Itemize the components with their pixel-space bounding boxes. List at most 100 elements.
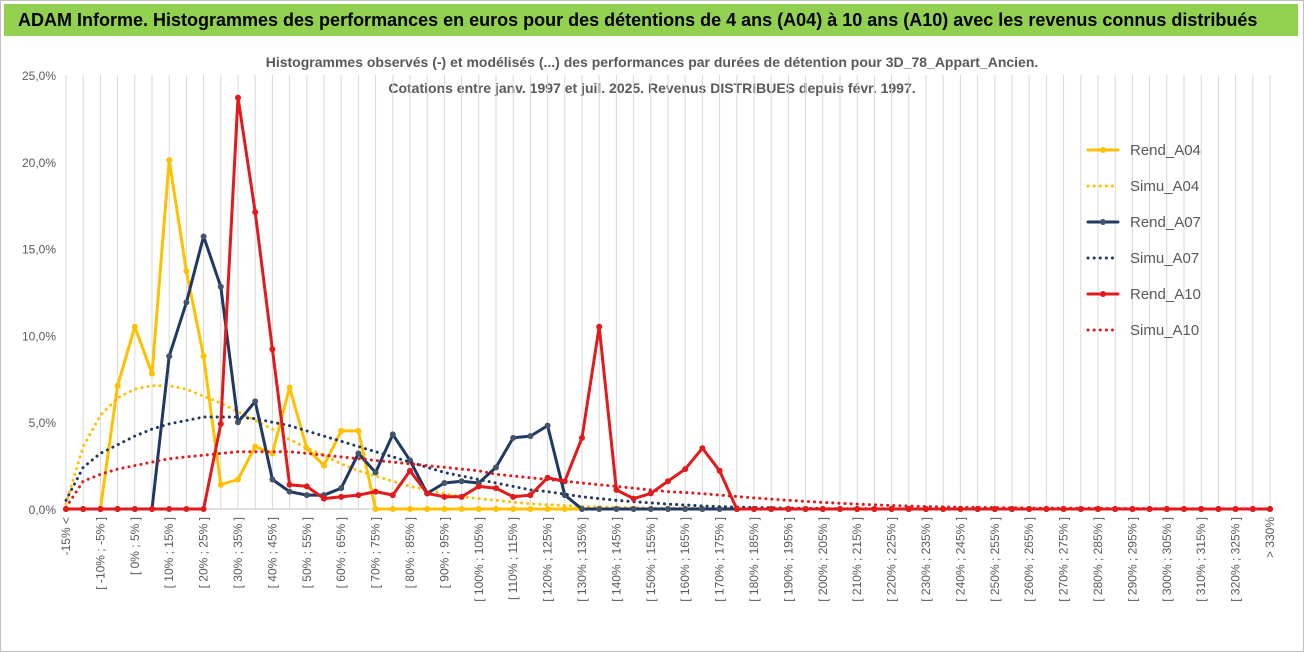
x-tick-label: > 330% — [1263, 517, 1277, 558]
data-point-rend-a07 — [217, 283, 224, 290]
x-tick-label: [ 170% ; 175% ] — [713, 517, 727, 602]
y-tick-label: 25,0% — [22, 69, 56, 83]
data-point-rend-a04 — [338, 427, 345, 434]
data-point-rend-a10 — [338, 493, 345, 500]
data-point-rend-a04 — [561, 506, 568, 512]
data-point-rend-a10 — [97, 506, 104, 512]
data-point-rend-a07 — [355, 450, 362, 457]
y-tick-label: 0,0% — [29, 503, 57, 517]
legend-item-simu-a04: Simu_A04 — [1086, 178, 1199, 195]
series-layer — [63, 94, 1273, 512]
x-tick-label: [ 30% ; 35% ] — [231, 517, 245, 588]
data-point-rend-a10 — [217, 420, 224, 427]
legend-marker-rend-a10 — [1100, 291, 1106, 297]
legend-label-rend-a04: Rend_A04 — [1130, 142, 1201, 159]
data-point-rend-a07 — [510, 434, 517, 441]
data-point-rend-a04 — [493, 506, 499, 512]
data-point-rend-a07 — [235, 419, 241, 426]
data-point-rend-a07 — [303, 492, 310, 499]
x-tick-label: [ 150% ; 155% ] — [644, 517, 658, 602]
data-point-rend-a07 — [665, 506, 671, 512]
data-point-rend-a10 — [458, 493, 465, 500]
data-point-rend-a10 — [647, 490, 654, 497]
x-tick-label: [ 310% ; 315% ] — [1194, 517, 1208, 602]
data-point-rend-a07 — [527, 433, 534, 440]
data-point-rend-a10 — [1267, 506, 1273, 512]
x-tick-label: [ 260% ; 265% ] — [1022, 517, 1036, 602]
data-point-rend-a04 — [458, 506, 465, 512]
data-point-rend-a10 — [871, 506, 878, 512]
data-point-rend-a10 — [389, 492, 396, 499]
report-title: ADAM Informe. Histogrammes des performan… — [18, 10, 1258, 30]
x-tick-label: [ 100% ; 105% ] — [472, 517, 486, 602]
data-point-rend-a07 — [441, 479, 448, 486]
data-point-rend-a07 — [372, 469, 379, 476]
x-tick-label: [ -10% ; -5% ] — [93, 517, 107, 590]
chart-subtitle-line-2: Cotations entre janv. 1997 et juil. 2025… — [388, 80, 916, 96]
x-tick-label: [ 240% ; 245% ] — [953, 517, 967, 602]
y-axis: 0,0% 5,0% 10,0% 15,0% 20,0% 25,0% — [22, 69, 56, 517]
y-tick-label: 10,0% — [22, 329, 56, 343]
data-point-rend-a07 — [286, 488, 293, 495]
legend-marker-rend-a04 — [1100, 147, 1106, 153]
chart-subtitle-line-1: Histogrammes observés (-) et modélisés (… — [265, 54, 1039, 70]
data-point-rend-a10 — [527, 492, 534, 499]
data-point-rend-a10 — [131, 506, 138, 512]
data-point-rend-a07 — [647, 506, 654, 512]
data-point-rend-a10 — [682, 466, 689, 473]
x-tick-label: [ 0% ; 5% ] — [128, 517, 142, 575]
x-tick-label: [ 320% ; 325% ] — [1229, 517, 1243, 602]
data-point-rend-a10 — [751, 506, 757, 512]
data-point-rend-a07 — [544, 422, 551, 429]
data-point-rend-a07 — [269, 476, 276, 483]
data-point-rend-a10 — [1181, 506, 1187, 512]
x-tick-label: [ 90% ; 95% ] — [437, 517, 451, 588]
legend: Rend_A04 Simu_A04 Rend_A07 Simu_A07 Rend_A10… — [1086, 142, 1201, 339]
data-point-rend-a04 — [372, 506, 379, 512]
legend-item-simu-a10: Simu_A10 — [1086, 322, 1199, 339]
data-point-rend-a10 — [613, 486, 620, 493]
data-point-rend-a10 — [269, 346, 276, 353]
x-tick-label: [ 50% ; 55% ] — [300, 517, 314, 588]
x-tick-label: [ 60% ; 65% ] — [334, 517, 348, 588]
x-tick-label: [ 140% ; 145% ] — [609, 517, 623, 602]
data-point-rend-a10 — [303, 483, 310, 490]
x-tick-label: [ 160% ; 165% ] — [678, 517, 692, 602]
data-point-rend-a04 — [235, 476, 241, 483]
legend-label-rend-a07: Rend_A07 — [1130, 214, 1201, 231]
data-point-rend-a07 — [493, 464, 499, 471]
data-point-rend-a07 — [183, 299, 190, 306]
legend-marker-rend-a07 — [1100, 219, 1106, 225]
data-point-rend-a10 — [493, 485, 499, 492]
data-point-rend-a10 — [149, 506, 155, 512]
data-point-rend-a04 — [166, 157, 173, 164]
x-tick-label: [ 250% ; 255% ] — [988, 517, 1002, 602]
data-point-rend-a07 — [699, 506, 706, 512]
x-tick-label: [ 70% ; 75% ] — [369, 517, 383, 588]
x-tick-label: [ 80% ; 85% ] — [403, 517, 417, 588]
data-point-rend-a10 — [802, 506, 809, 512]
series-line-simu-a10 — [64, 450, 1272, 511]
data-point-rend-a10 — [235, 94, 241, 101]
data-point-rend-a10 — [424, 490, 431, 497]
data-point-rend-a04 — [321, 462, 327, 469]
data-point-rend-a07 — [579, 506, 585, 512]
data-point-rend-a07 — [630, 506, 637, 512]
data-point-rend-a10 — [372, 488, 379, 495]
data-point-rend-a04 — [200, 353, 207, 360]
x-tick-label: [ 180% ; 185% ] — [747, 517, 761, 602]
data-point-rend-a04 — [441, 506, 448, 512]
x-tick-label: [ 40% ; 45% ] — [265, 517, 279, 588]
series-line-simu-a07 — [64, 415, 1272, 511]
data-point-rend-a10 — [1198, 506, 1205, 512]
data-point-rend-a04 — [544, 506, 551, 512]
x-tick-label: [ 210% ; 215% ] — [850, 517, 864, 602]
data-point-rend-a04 — [510, 506, 517, 512]
legend-label-simu-a07: Simu_A07 — [1130, 250, 1199, 267]
x-tick-label: [ 220% ; 225% ] — [885, 517, 899, 602]
data-point-rend-a10 — [286, 481, 293, 488]
data-point-rend-a10 — [579, 434, 585, 441]
x-tick-label: [ 20% ; 25% ] — [197, 517, 211, 588]
data-point-rend-a04 — [149, 370, 155, 377]
data-point-rend-a04 — [355, 427, 362, 434]
